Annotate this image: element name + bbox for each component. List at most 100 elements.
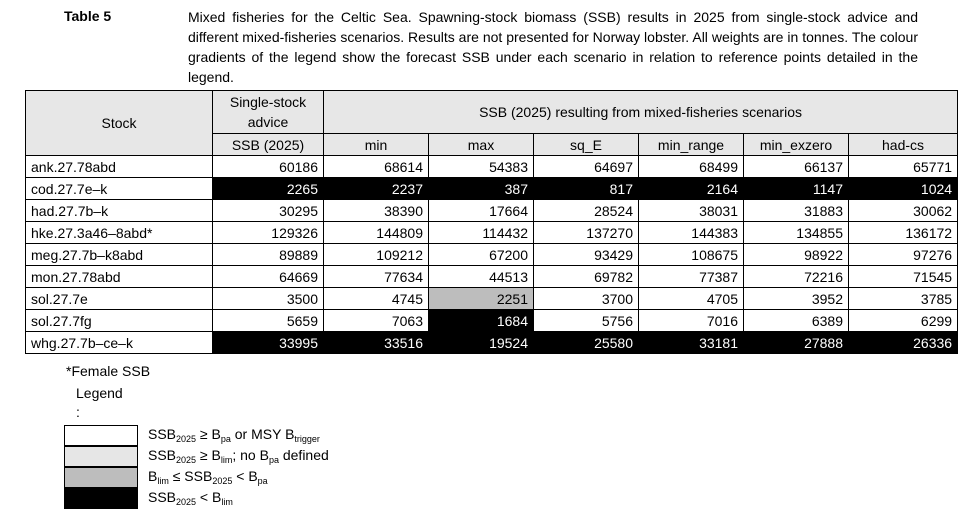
- ssb-value-cell: 54383: [428, 155, 534, 178]
- ssb-value-cell: 3952: [743, 287, 849, 310]
- ssb-value-cell: 33181: [638, 331, 744, 354]
- ssb-value-cell: 31883: [743, 199, 849, 222]
- ssb-value-cell: 1147: [743, 177, 849, 200]
- ssb-value-cell: 38390: [323, 199, 429, 222]
- stock-name: mon.27.78abd: [25, 265, 213, 288]
- ssb-value-cell: 93429: [533, 243, 639, 266]
- legend-title: Legend: [76, 385, 123, 401]
- ssb-value-cell: 69782: [533, 265, 639, 288]
- ssb-value-cell: 30062: [847, 199, 959, 222]
- ssb-value-cell: 25580: [533, 331, 639, 354]
- ssb-value-cell: 17664: [428, 199, 534, 222]
- stock-name: hke.27.3a46–8abd*: [25, 221, 213, 244]
- column-header: had-cs: [847, 133, 959, 156]
- stock-name: had.27.7b–k: [25, 199, 213, 222]
- ssb-value-cell: 7016: [638, 309, 744, 332]
- column-header: SSB (2025): [212, 133, 324, 156]
- ssb-value-cell: 65771: [847, 155, 959, 178]
- legend-item: SSB2025 < Blim: [64, 488, 764, 509]
- ssb-value-cell: 108675: [638, 243, 744, 266]
- ssb-table: Stock Single-stock advice SSB (2025) res…: [25, 90, 959, 354]
- ssb-value-cell: 33995: [212, 331, 324, 354]
- stock-header: Stock: [25, 90, 213, 156]
- ssb-value-cell: 817: [533, 177, 639, 200]
- legend-text: SSB2025 < Blim: [148, 489, 233, 507]
- legend-swatch-grey: [64, 467, 138, 488]
- ssb-value-cell: 114432: [428, 221, 534, 244]
- ssb-value-cell: 67200: [428, 243, 534, 266]
- table-row: cod.27.7e–k 2265 2237 387 817 2164 1147 1024: [25, 177, 959, 200]
- legend-item: SSB2025 ≥ Blim; no Bpa defined: [64, 446, 764, 467]
- column-header: sq_E: [533, 133, 639, 156]
- ssb-value-cell: 144383: [638, 221, 744, 244]
- ssb-value-cell: 71545: [847, 265, 959, 288]
- ssb-value-cell: 1024: [847, 177, 959, 200]
- ssb-value-cell: 3785: [847, 287, 959, 310]
- ssb-value-cell: 5756: [533, 309, 639, 332]
- stock-name: sol.27.7fg: [25, 309, 213, 332]
- ssb-value-cell: 4705: [638, 287, 744, 310]
- column-header: max: [428, 133, 534, 156]
- ssb-value-cell: 27888: [743, 331, 849, 354]
- ssb-value-cell: 1684: [428, 309, 534, 332]
- stock-name: ank.27.78abd: [25, 155, 213, 178]
- legend-text: SSB2025 ≥ Blim; no Bpa defined: [148, 447, 329, 465]
- ssb-value-cell: 64697: [533, 155, 639, 178]
- ssb-value-cell: 26336: [847, 331, 959, 354]
- ssb-value-cell: 5659: [212, 309, 324, 332]
- ssb-value-cell: 4745: [323, 287, 429, 310]
- legend-text: Blim ≤ SSB2025 < Bpa: [148, 468, 268, 486]
- ssb-value-cell: 68614: [323, 155, 429, 178]
- ssb-value-cell: 6299: [847, 309, 959, 332]
- stock-name: whg.27.7b–ce–k: [25, 331, 213, 354]
- legend-item: SSB2025 ≥ Bpa or MSY Btrigger: [64, 425, 764, 446]
- ssb-value-cell: 7063: [323, 309, 429, 332]
- ssb-value-cell: 33516: [323, 331, 429, 354]
- table-row: mon.27.78abd 64669 77634 44513 69782 77387 722…: [25, 265, 959, 288]
- legend-item: Blim ≤ SSB2025 < Bpa: [64, 467, 764, 488]
- ssb-value-cell: 6389: [743, 309, 849, 332]
- ssb-value-cell: 77634: [323, 265, 429, 288]
- stock-name: sol.27.7e: [25, 287, 213, 310]
- ssb-value-cell: 136172: [847, 221, 959, 244]
- ssb-value-cell: 387: [428, 177, 534, 200]
- table-row: sol.27.7fg 5659 7063 1684 5756 7016 6389 6299: [25, 309, 959, 332]
- table-row: sol.27.7e 3500 4745 2251 3700 4705 3952 3785: [25, 287, 959, 310]
- scenarios-header: SSB (2025) resulting from mixed-fisherie…: [322, 90, 959, 134]
- ssb-value-cell: 2237: [323, 177, 429, 200]
- stock-name: cod.27.7e–k: [25, 177, 213, 200]
- legend-colon: :: [76, 404, 80, 420]
- ssb-value-cell: 2265: [212, 177, 324, 200]
- ssb-value-cell: 3500: [212, 287, 324, 310]
- column-header: min_range: [638, 133, 744, 156]
- ssb-value-cell: 2164: [638, 177, 744, 200]
- ssb-value-cell: 77387: [638, 265, 744, 288]
- ssb-value-cell: 98922: [743, 243, 849, 266]
- ssb-value-cell: 144809: [323, 221, 429, 244]
- ssb-value-cell: 97276: [847, 243, 959, 266]
- ssb-value-cell: 129326: [212, 221, 324, 244]
- column-header: min: [323, 133, 429, 156]
- ssb-value-cell: 28524: [533, 199, 639, 222]
- ssb-value-cell: 66137: [743, 155, 849, 178]
- ssb-value-cell: 89889: [212, 243, 324, 266]
- footnote: *Female SSB: [66, 363, 151, 379]
- ssb-value-cell: 72216: [743, 265, 849, 288]
- ssb-value-cell: 68499: [638, 155, 744, 178]
- stock-name: meg.27.7b–k8abd: [25, 243, 213, 266]
- table-row: meg.27.7b–k8abd 89889 109212 67200 93429 1086…: [25, 243, 959, 266]
- ssb-value-cell: 2251: [428, 287, 534, 310]
- ssb-value-cell: 64669: [212, 265, 324, 288]
- table-row: whg.27.7b–ce–k 33995 33516 19524 25580 33181 2…: [25, 331, 959, 354]
- table-label: Table 5: [64, 8, 112, 24]
- legend-swatch-black: [64, 488, 138, 509]
- ssb-value-cell: 44513: [428, 265, 534, 288]
- ssb-value-cell: 60186: [212, 155, 324, 178]
- ssb-value-cell: 30295: [212, 199, 324, 222]
- legend-swatch-white: [64, 425, 138, 446]
- ssb-value-cell: 38031: [638, 199, 744, 222]
- legend-text: SSB2025 ≥ Bpa or MSY Btrigger: [148, 426, 320, 444]
- ssb-value-cell: 19524: [428, 331, 534, 354]
- ssb-value-cell: 3700: [533, 287, 639, 310]
- ssb-value-cell: 137270: [533, 221, 639, 244]
